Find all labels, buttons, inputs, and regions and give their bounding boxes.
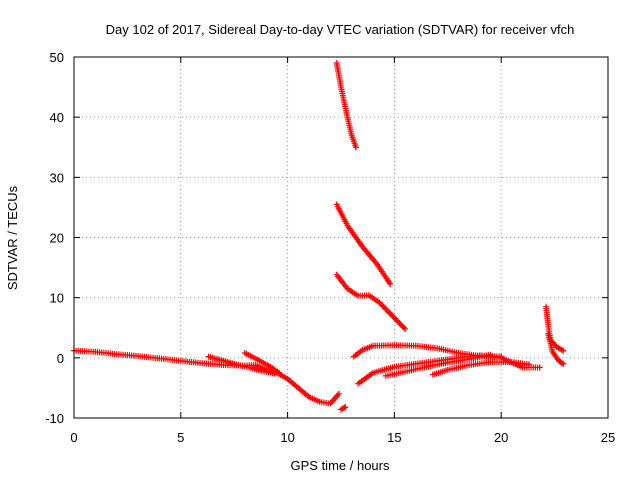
data-point <box>400 324 407 331</box>
data-point <box>276 369 283 376</box>
series-arc-11 <box>429 359 532 378</box>
data-point <box>560 347 567 354</box>
data-point <box>383 306 390 313</box>
data-point <box>396 320 403 327</box>
series-arc-5 <box>333 60 359 151</box>
data-point <box>393 317 400 324</box>
series-arc-8 <box>350 342 543 371</box>
series-arc-10 <box>382 351 494 379</box>
axis-ticks: 0 5 10 15 20 25 -10 0 10 20 30 40 50 <box>45 50 615 445</box>
data-point <box>386 309 393 316</box>
series-arc-13 <box>545 330 567 367</box>
x-tick-label: 10 <box>280 430 294 445</box>
data-point <box>387 280 394 287</box>
y-tick-label: 30 <box>50 170 64 185</box>
data-point <box>392 315 399 322</box>
y-tick-label: 10 <box>50 291 64 306</box>
data-point <box>487 351 494 358</box>
x-tick-label: 15 <box>387 430 401 445</box>
series-arc-3 <box>241 350 283 376</box>
data-point <box>402 325 409 332</box>
data-point <box>342 404 349 411</box>
data-point <box>525 361 532 368</box>
x-tick-label: 0 <box>70 430 77 445</box>
y-tick-label: 20 <box>50 231 64 246</box>
data-point <box>387 311 394 318</box>
data-point <box>379 302 386 309</box>
series-arc-6 <box>333 201 394 287</box>
chart-title: Day 102 of 2017, Sidereal Day-to-day VTE… <box>106 22 575 37</box>
data-point <box>560 360 567 367</box>
series-arc-4 <box>338 404 349 413</box>
grid <box>74 57 608 418</box>
y-axis-label: SDTVAR / TECUs <box>5 185 20 290</box>
x-axis-label: GPS time / hours <box>291 458 390 473</box>
y-tick-label: 40 <box>50 110 64 125</box>
series-arc-7 <box>333 271 409 332</box>
series-arc-2 <box>205 353 278 377</box>
x-tick-label: 25 <box>601 430 615 445</box>
data-point <box>394 318 401 325</box>
x-tick-label: 5 <box>177 430 184 445</box>
data-point <box>384 308 391 315</box>
data-point <box>335 390 342 397</box>
data-point <box>390 314 397 321</box>
data-point <box>498 353 505 360</box>
y-tick-label: -10 <box>45 411 64 426</box>
data-marks <box>71 60 567 413</box>
data-point <box>380 303 387 310</box>
data-point <box>399 323 406 330</box>
series-arc-12 <box>543 303 567 354</box>
y-tick-label: 0 <box>57 351 64 366</box>
y-tick-label: 50 <box>50 50 64 65</box>
data-point <box>382 305 389 312</box>
x-tick-label: 20 <box>494 430 508 445</box>
data-point <box>352 144 359 151</box>
data-point <box>397 321 404 328</box>
data-point <box>536 364 543 371</box>
